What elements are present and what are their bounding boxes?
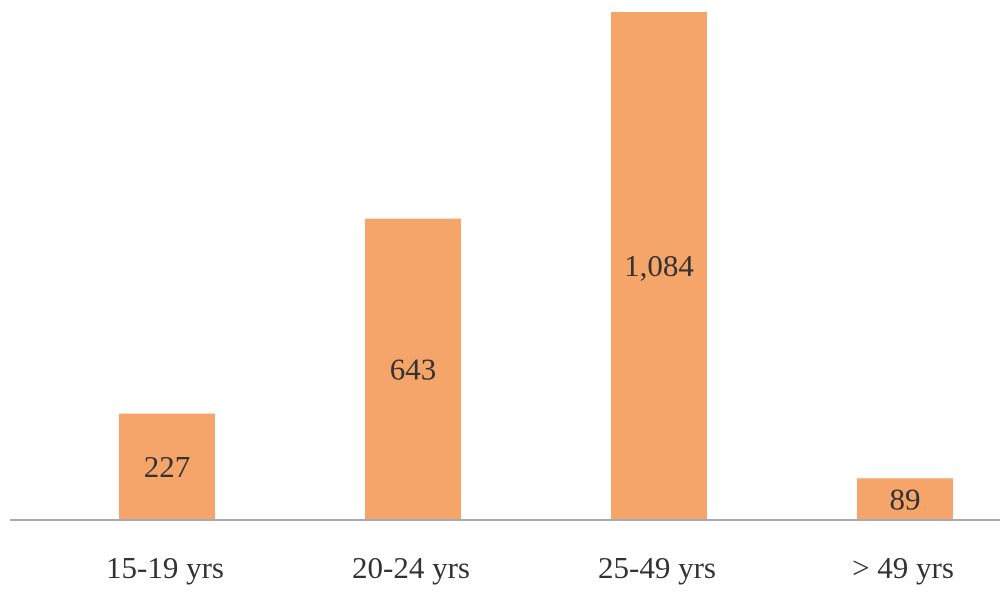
value-label: 89 xyxy=(890,481,921,516)
x-tick-label: 15-19 yrs xyxy=(106,550,224,585)
x-tick-label: 25-49 yrs xyxy=(598,550,716,585)
value-label: 643 xyxy=(390,351,437,386)
x-tick-label: > 49 yrs xyxy=(852,550,954,585)
x-tick-label: 20-24 yrs xyxy=(352,550,470,585)
bar xyxy=(611,12,707,520)
bar xyxy=(365,218,461,520)
bar xyxy=(857,478,953,520)
bar xyxy=(119,413,215,520)
value-label: 1,084 xyxy=(624,248,694,283)
value-label: 227 xyxy=(144,449,191,484)
